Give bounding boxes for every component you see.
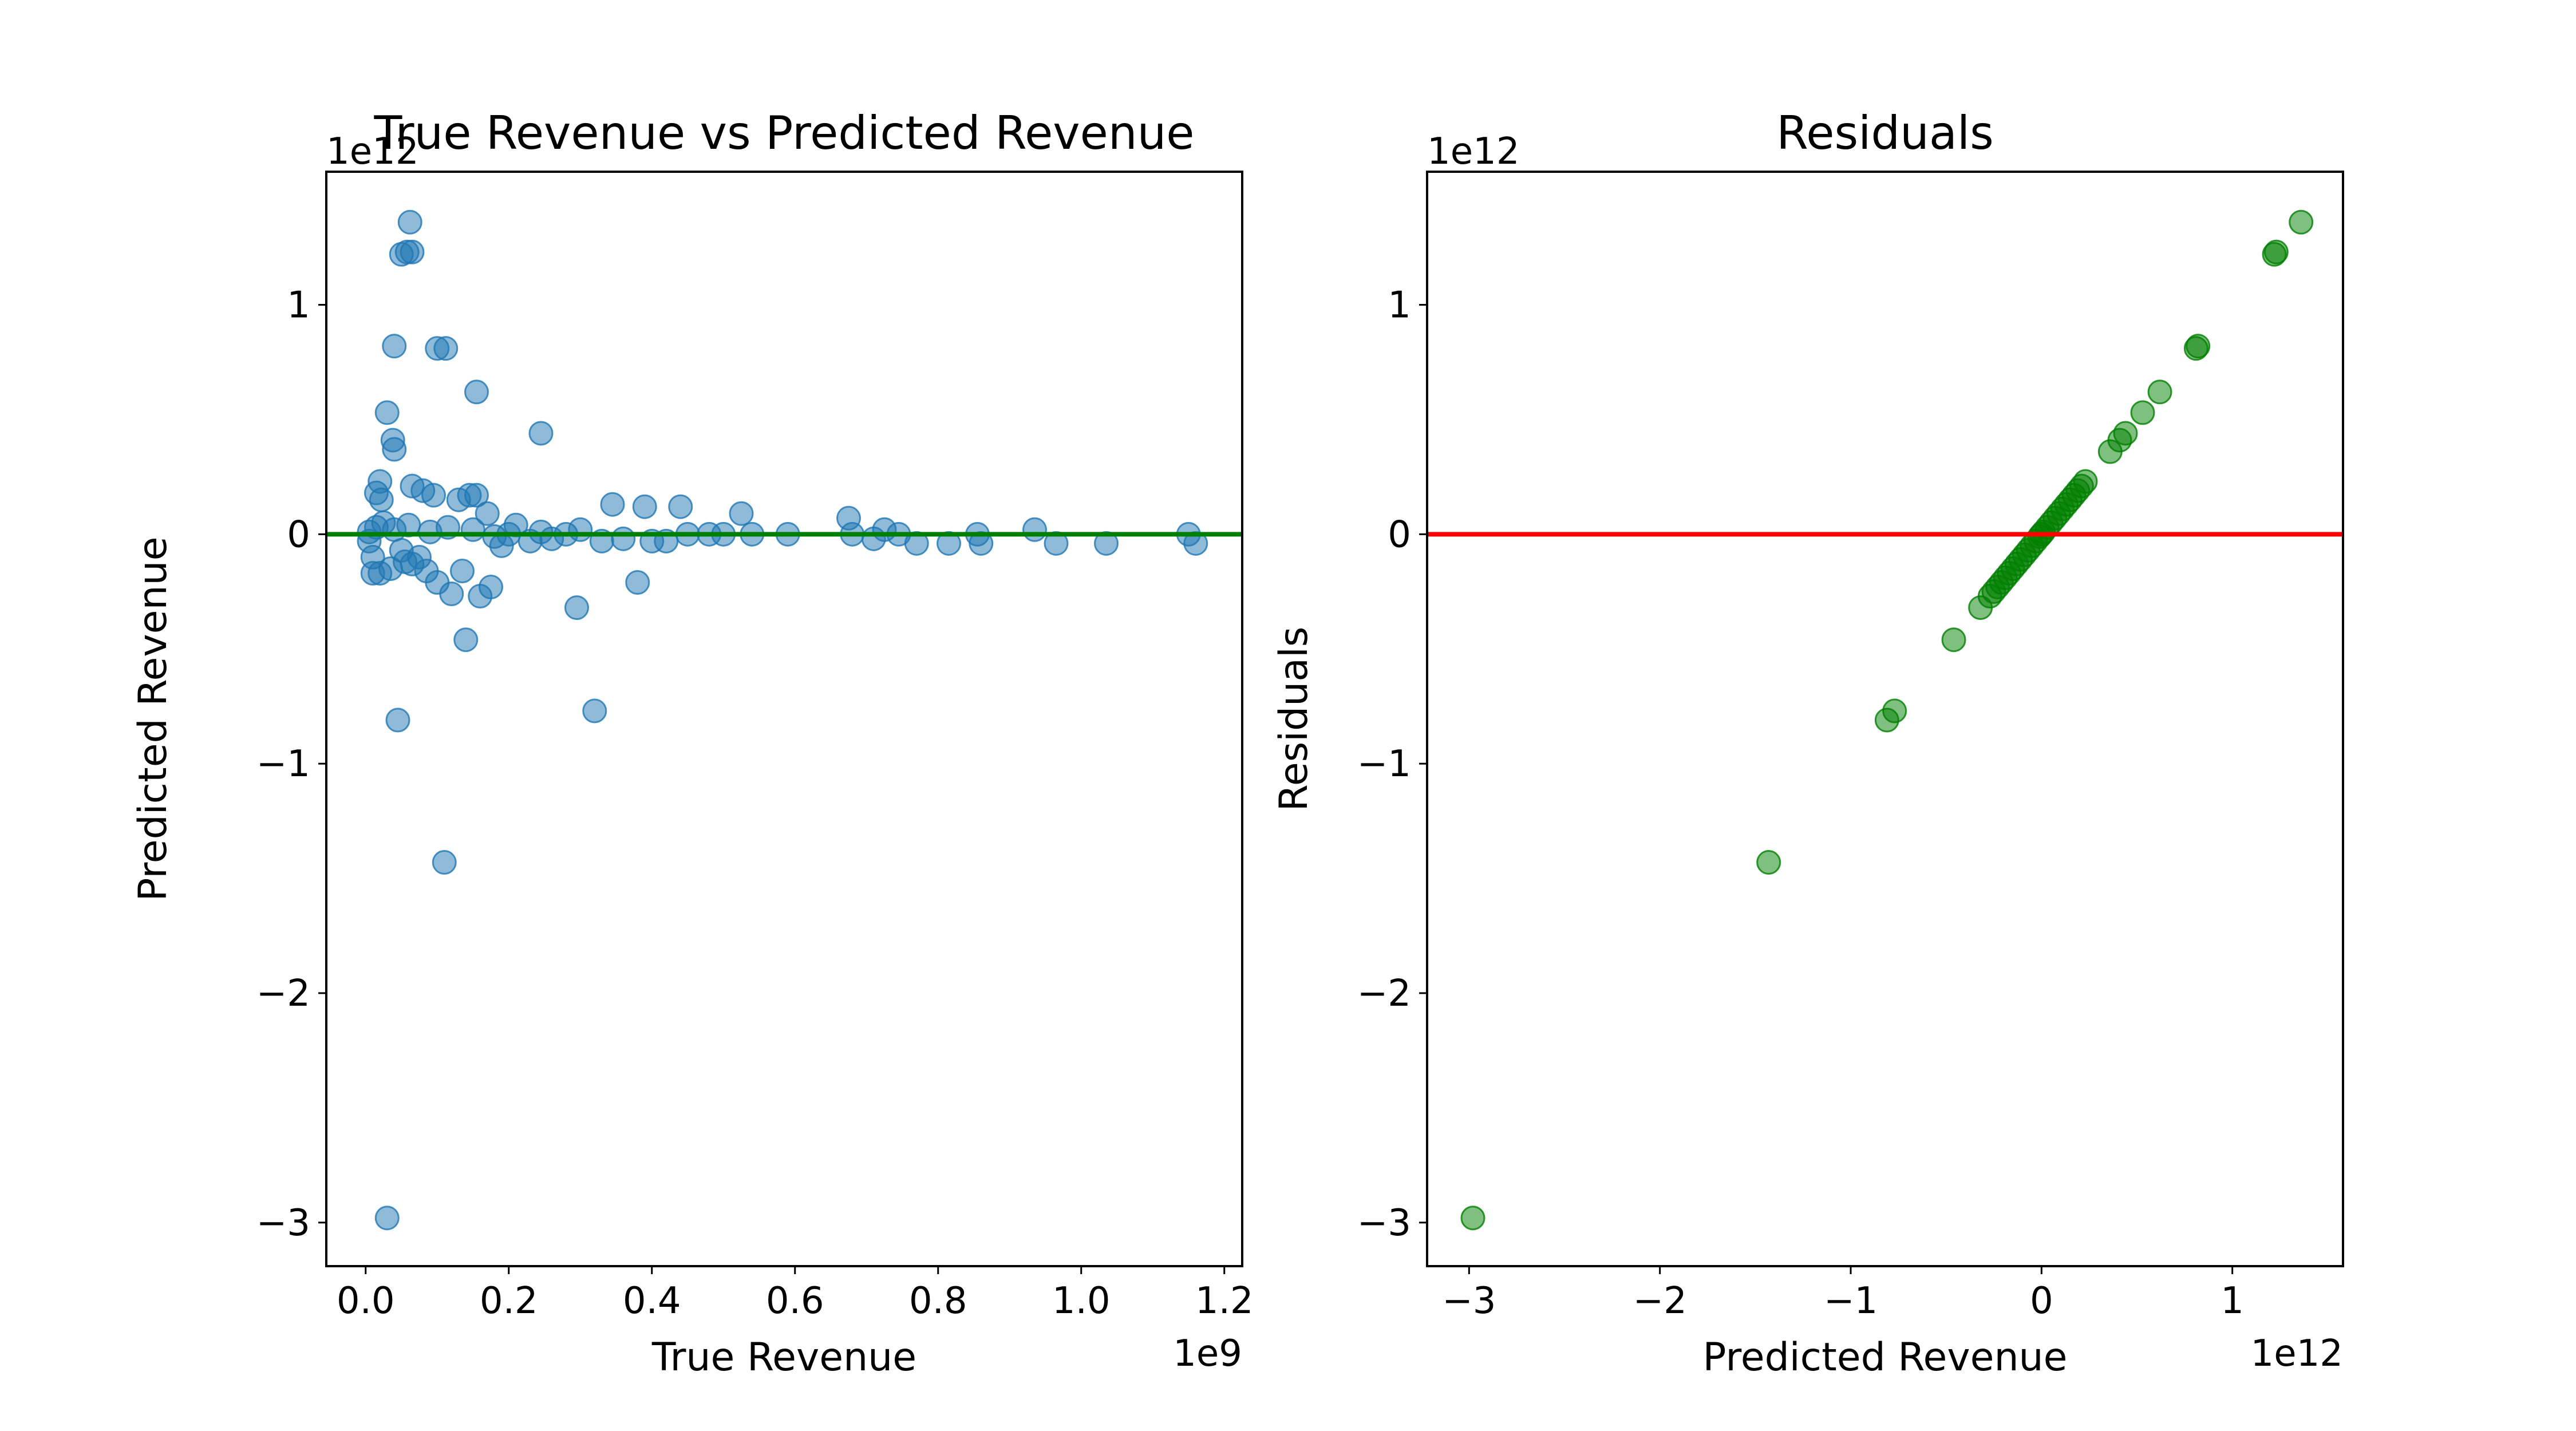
- data-point: [611, 526, 636, 551]
- data-point: [1882, 698, 1907, 724]
- data-point: [360, 544, 385, 570]
- y-tick-label: 1: [287, 284, 310, 326]
- data-point: [374, 1205, 400, 1231]
- x-tick-label: −3: [1442, 1280, 1496, 1322]
- data-point: [475, 501, 500, 526]
- data-point: [729, 501, 754, 526]
- data-point: [397, 209, 422, 235]
- data-point: [836, 505, 861, 531]
- data-point: [2073, 469, 2098, 494]
- data-point: [2289, 209, 2314, 235]
- data-point: [2186, 334, 2211, 359]
- x-ticks: −3 −2 −1 0 1: [1442, 1266, 2244, 1322]
- y-tick-label: 0: [1388, 513, 1411, 556]
- x-tick-label: 1: [2221, 1280, 2244, 1322]
- data-point: [2263, 239, 2289, 264]
- y-tick-label: 0: [287, 513, 310, 556]
- data-point: [2130, 400, 2155, 425]
- data-point: [400, 551, 425, 576]
- residuals-plot: −3 −2 −1 0 1 −3 −2 −1 0 1 Residuals Predicted Re…: [1271, 106, 2344, 1380]
- data-point: [374, 400, 400, 425]
- plot-title: True Revenue vs Predicted Revenue: [373, 106, 1194, 160]
- x-offset-label: 1e9: [1173, 1333, 1242, 1375]
- data-point: [369, 487, 394, 512]
- x-tick-label: 0.4: [623, 1280, 681, 1322]
- plot-title: Residuals: [1776, 106, 1994, 160]
- plot-frame: [1426, 171, 2344, 1267]
- data-point: [625, 570, 650, 595]
- x-tick-label: 0.6: [766, 1280, 824, 1322]
- y-offset-label: 1e12: [1427, 131, 1520, 173]
- x-tick-label: 0.0: [337, 1280, 395, 1322]
- y-axis-label: Predicted Revenue: [131, 537, 176, 902]
- x-ticks: 0.0 0.2 0.4 0.6 0.8 1.0 1.2: [337, 1266, 1254, 1322]
- data-point: [582, 698, 607, 724]
- data-point: [1460, 1205, 1485, 1231]
- data-point: [1941, 627, 1966, 653]
- data-point: [400, 239, 425, 264]
- x-tick-label: 0: [2030, 1280, 2053, 1322]
- y-tick-label: −1: [256, 743, 310, 785]
- data-point: [382, 334, 407, 359]
- data-point: [464, 380, 489, 405]
- x-tick-label: 1.0: [1052, 1280, 1111, 1322]
- data-point: [2113, 421, 2138, 446]
- data-point: [564, 595, 589, 620]
- x-tick-label: 0.2: [480, 1280, 538, 1322]
- x-axis-label: True Revenue: [651, 1335, 916, 1380]
- data-point: [632, 494, 657, 519]
- data-point: [528, 421, 554, 446]
- data-point: [453, 627, 479, 653]
- data-point: [385, 707, 410, 733]
- data-point: [464, 483, 489, 508]
- y-tick-label: 1: [1388, 284, 1411, 326]
- scatter-points: [357, 209, 1208, 1231]
- data-point: [528, 519, 554, 544]
- data-point: [482, 524, 507, 549]
- data-point: [1022, 517, 1047, 542]
- data-point: [432, 850, 457, 875]
- data-point: [1756, 850, 1781, 875]
- y-axis-label: Residuals: [1271, 627, 1317, 812]
- data-point: [872, 517, 897, 542]
- x-tick-label: −2: [1633, 1280, 1686, 1322]
- x-tick-label: 0.8: [909, 1280, 967, 1322]
- true-vs-predicted-plot: 0.0 0.2 0.4 0.6 0.8 1.0 1.2 −3 −2 −1 0 1 True Reve…: [131, 106, 1254, 1380]
- data-point: [479, 575, 503, 600]
- x-tick-label: −1: [1824, 1280, 1878, 1322]
- y-ticks: −3 −2 −1 0 1: [256, 284, 326, 1244]
- data-point: [421, 483, 446, 508]
- y-ticks: −3 −2 −1 0 1: [1357, 284, 1427, 1244]
- x-offset-label: 1e12: [2250, 1333, 2343, 1375]
- data-point: [382, 437, 407, 462]
- y-tick-label: −2: [1357, 973, 1411, 1015]
- x-tick-label: 1.2: [1195, 1280, 1254, 1322]
- data-point: [668, 494, 693, 519]
- y-tick-label: −2: [256, 973, 310, 1015]
- data-point: [450, 558, 475, 583]
- plot-frame: [325, 171, 1243, 1267]
- x-axis-label: Predicted Revenue: [1703, 1335, 2068, 1380]
- data-point: [433, 336, 459, 361]
- y-tick-label: −3: [256, 1202, 310, 1244]
- y-offset-label: 1e12: [326, 131, 419, 173]
- data-point: [2147, 380, 2172, 405]
- data-point: [600, 492, 625, 517]
- y-tick-label: −1: [1357, 743, 1411, 785]
- y-tick-label: −3: [1357, 1202, 1411, 1244]
